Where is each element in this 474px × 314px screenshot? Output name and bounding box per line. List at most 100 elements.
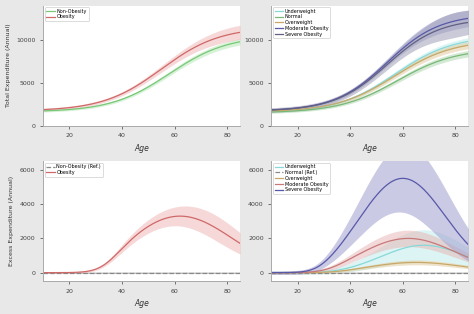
Legend: Underweight, Normal, Overweight, Moderate Obesity, Severe Obesity: Underweight, Normal, Overweight, Moderat… [273,7,330,38]
Obesity [161,65,166,69]
Moderate Obesity [435,243,441,246]
Non-Obesity [157,78,163,81]
Overweight [269,271,274,274]
Severe Obesity [465,243,471,247]
Overweight [465,265,471,269]
Obesity [157,219,163,222]
Line: Severe Obesity: Severe Obesity [272,22,468,110]
Normal (Ref.) [389,271,395,274]
Non-Obesity (Ref.) [237,271,243,274]
Moderate Obesity [269,271,274,274]
Line: Moderate Obesity: Moderate Obesity [272,238,468,273]
Severe Obesity [269,108,275,112]
Obesity [237,30,243,34]
Overweight [385,78,391,82]
Moderate Obesity [435,24,440,28]
Overweight [435,51,440,55]
Legend: Non-Obesity (Ref.), Obesity: Non-Obesity (Ref.), Obesity [45,163,103,177]
Non-Obesity [206,49,212,53]
Severe Obesity [385,62,391,66]
Underweight [435,48,440,52]
Obesity [41,271,46,274]
Underweight [447,44,453,48]
Line: Severe Obesity: Severe Obesity [272,178,468,273]
Obesity [219,230,225,234]
Obesity [206,39,212,43]
Severe Obesity [435,28,440,32]
Underweight [269,271,275,274]
Overweight [465,43,471,47]
Normal (Ref.) [269,271,275,274]
Non-Obesity (Ref.) [161,271,166,274]
Obesity [207,223,213,226]
Overweight [448,263,454,267]
Y-axis label: Excess Expenditure (Annual): Excess Expenditure (Annual) [9,176,14,266]
Underweight [421,243,427,247]
Overweight [269,271,275,274]
Underweight [389,250,395,254]
Non-Obesity (Ref.) [206,271,212,274]
Line: Non-Obesity: Non-Obesity [43,42,240,111]
Obesity [161,217,166,221]
Underweight [385,252,391,256]
Severe Obesity [385,182,391,186]
Normal (Ref.) [435,271,440,274]
Severe Obesity [400,176,405,180]
Normal (Ref.) [386,271,392,274]
Non-Obesity [157,78,163,82]
Severe Obesity [389,180,395,183]
Underweight [465,255,471,259]
Severe Obesity [386,182,392,186]
Overweight [385,262,391,266]
Line: Normal: Normal [272,54,468,112]
Moderate Obesity [385,60,391,63]
Overweight [269,109,274,113]
Non-Obesity (Ref.) [40,271,46,274]
X-axis label: Age: Age [134,144,149,153]
Overweight [269,109,275,113]
Normal [269,110,275,114]
Non-Obesity [219,45,225,48]
Obesity [157,218,163,222]
Line: Underweight: Underweight [272,245,468,273]
Normal [447,56,453,59]
Underweight [435,245,441,249]
X-axis label: Age: Age [363,300,377,308]
Non-Obesity [41,109,46,113]
Moderate Obesity [385,240,391,243]
Normal [385,84,391,88]
Normal [269,110,274,114]
Line: Underweight: Underweight [272,41,468,112]
X-axis label: Age: Age [363,144,377,153]
Non-Obesity (Ref.) [41,271,46,274]
Severe Obesity [435,204,441,208]
Normal (Ref.) [465,271,471,274]
Severe Obesity [269,271,274,274]
Moderate Obesity [448,248,454,252]
Underweight [269,110,274,114]
Moderate Obesity [447,20,453,24]
Non-Obesity (Ref.) [219,271,225,274]
Non-Obesity (Ref.) [157,271,163,274]
Overweight [389,76,395,79]
Severe Obesity [269,271,275,274]
Moderate Obesity [386,240,392,243]
Line: Obesity: Obesity [43,216,240,273]
Non-Obesity [161,75,166,79]
Underweight [386,252,392,255]
Y-axis label: Total Expenditure (Annual): Total Expenditure (Annual) [6,24,10,107]
Moderate Obesity [406,236,411,240]
Line: Moderate Obesity: Moderate Obesity [272,18,468,110]
Severe Obesity [386,61,392,65]
Normal [465,52,471,56]
Severe Obesity [269,108,274,112]
Moderate Obesity [465,256,471,259]
Obesity [157,68,163,72]
Legend: Underweight, Normal (Ref.), Overweight, Moderate Obesity, Severe Obesity: Underweight, Normal (Ref.), Overweight, … [273,163,330,194]
Line: Overweight: Overweight [272,263,468,273]
Obesity [157,68,163,72]
Moderate Obesity [389,56,395,60]
Obesity [177,214,183,218]
Underweight [465,40,471,43]
X-axis label: Age: Age [134,300,149,308]
